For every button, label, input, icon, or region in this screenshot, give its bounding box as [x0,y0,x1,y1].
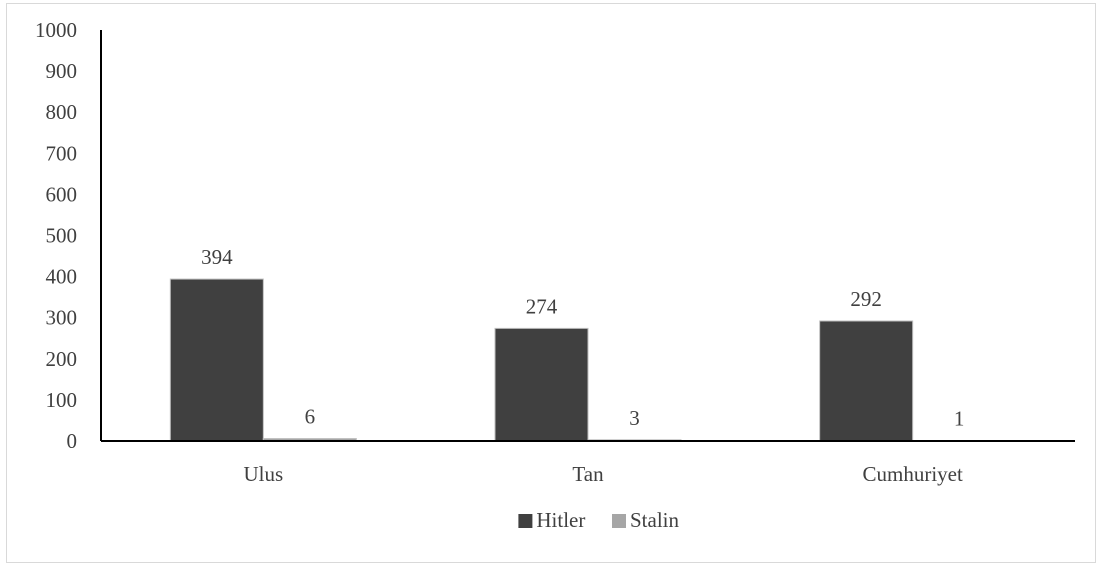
x-category-label: Cumhuriyet [863,462,963,486]
y-tick-label: 300 [46,306,78,330]
data-label-stalin-ulus: 6 [305,405,316,429]
y-tick-label: 0 [67,429,78,453]
y-tick-label: 800 [46,100,78,124]
data-label-hitler-ulus: 394 [201,245,233,269]
bar-hitler-ulus [169,278,264,442]
y-tick-label: 200 [46,347,78,371]
data-label-stalin-cumhuriyet: 1 [954,407,965,431]
y-tick-label: 500 [46,224,78,248]
x-axis-labels: Ulus Tan Cumhuriyet [243,462,963,486]
y-tick-label: 600 [46,182,78,206]
data-label-hitler-tan: 274 [526,294,558,318]
bar-hitler-cumhuriyet [819,320,914,442]
data-label-stalin-tan: 3 [629,406,640,430]
y-tick-label: 1000 [35,18,77,42]
legend-swatch-hitler [518,514,533,528]
legend: Hitler Stalin [518,508,680,532]
y-tick-label: 100 [46,388,78,412]
legend-label-hitler: Hitler [536,508,585,532]
data-labels: 394 6 274 3 292 1 [201,245,964,431]
y-axis-ticks: 0 100 200 300 400 500 600 700 800 900 1000 [35,18,77,453]
data-label-hitler-cumhuriyet: 292 [850,287,882,311]
x-category-label: Tan [572,462,604,486]
bar-hitler-tan [494,327,589,442]
legend-swatch-stalin [612,514,626,528]
legend-label-stalin: Stalin [630,508,680,532]
y-tick-label: 900 [46,59,78,83]
bars [169,278,1007,442]
x-category-label: Ulus [243,462,283,486]
y-tick-label: 400 [46,265,78,289]
y-tick-label: 700 [46,141,78,165]
